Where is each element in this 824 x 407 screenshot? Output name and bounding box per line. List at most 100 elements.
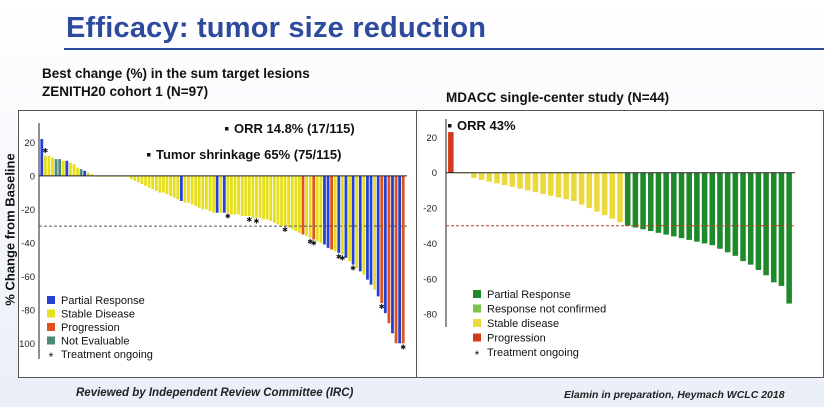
bar — [663, 172, 669, 235]
ongoing-marker: ✱ — [311, 239, 317, 247]
legend-label: Not Evaluable — [61, 336, 130, 348]
bar — [183, 175, 187, 203]
bar — [208, 175, 212, 212]
bar — [233, 175, 237, 215]
bar — [740, 172, 746, 262]
bar — [69, 162, 72, 176]
right-chart-panel: 20 0 -20 -40 -60 -80 ORR 43% Partial Response Re… — [416, 110, 824, 378]
legend-label: Response not confirmed — [487, 304, 606, 316]
bar — [215, 175, 219, 213]
annotation-bullet — [147, 153, 151, 157]
bar — [201, 175, 205, 210]
bar — [219, 175, 223, 213]
ongoing-marker: ✱ — [282, 226, 288, 234]
left-subtitle-line2: ZENITH20 cohort 1 (N=97) — [42, 84, 209, 99]
bar — [330, 175, 334, 250]
left-chart-panel: 200-20-40-60-80-100✱✱✱✱✱✱✱✱✱✱✱✱ORR 14.8%… — [16, 110, 418, 378]
bar — [251, 175, 255, 218]
ongoing-marker: ✱ — [400, 343, 406, 351]
bar — [262, 175, 266, 220]
bar — [387, 175, 391, 324]
bar — [290, 175, 294, 230]
bar — [771, 172, 777, 283]
bar — [76, 167, 79, 176]
bar — [244, 175, 248, 217]
ongoing-marker: ✱ — [254, 218, 260, 226]
bar — [563, 172, 569, 200]
bar — [86, 172, 90, 176]
bar — [47, 155, 51, 176]
legend-label: Progression — [487, 333, 546, 345]
y-tick-label: 0 — [30, 171, 35, 182]
footer-right: Elamin in preparation, Heymach WCLC 2018 — [564, 389, 785, 401]
bar — [532, 172, 539, 193]
bar — [609, 172, 616, 219]
legend-label: Stable Disease — [61, 309, 135, 321]
bar — [230, 175, 233, 215]
bar — [501, 172, 508, 186]
bar — [323, 175, 326, 245]
bar — [326, 175, 330, 248]
bar — [391, 175, 394, 334]
bar — [348, 175, 351, 262]
bar — [747, 172, 754, 265]
legend-swatch — [47, 309, 55, 318]
legend-label: Partial Response — [487, 289, 571, 301]
bar — [165, 175, 169, 195]
bar — [276, 175, 280, 225]
left-subtitle-line1: Best change (%) in the sum target lesion… — [42, 66, 310, 81]
bar — [287, 175, 291, 228]
bar — [212, 175, 215, 213]
legend-marker: * — [49, 350, 54, 364]
bar — [594, 172, 600, 212]
bar — [140, 175, 144, 185]
bar — [194, 175, 198, 207]
bar — [709, 172, 716, 246]
bar — [169, 175, 173, 196]
ongoing-marker: ✱ — [42, 147, 48, 155]
y-tick-label: -40 — [423, 239, 437, 250]
bar — [319, 175, 323, 243]
bar — [632, 172, 639, 228]
bar — [172, 175, 176, 198]
legend-swatch — [47, 296, 55, 304]
bar — [351, 175, 355, 265]
bar — [154, 175, 158, 191]
bar — [701, 172, 708, 244]
legend-marker: * — [475, 348, 480, 362]
bar — [724, 172, 731, 253]
bar — [205, 175, 208, 210]
bar — [226, 175, 230, 213]
legend-swatch — [473, 333, 481, 342]
left-chart: 200-20-40-60-80-100✱✱✱✱✱✱✱✱✱✱✱✱ORR 14.8%… — [16, 121, 407, 364]
slide-title: Efficacy: tumor size reduction — [66, 12, 487, 44]
bar — [671, 172, 677, 237]
legend-swatch — [47, 323, 55, 331]
legend-label: Partial Response — [61, 295, 145, 307]
bar — [517, 172, 523, 189]
bar — [548, 172, 554, 196]
bar — [312, 175, 316, 240]
bar — [640, 172, 646, 230]
bar — [755, 172, 762, 270]
bar — [298, 175, 301, 233]
bar — [308, 175, 312, 238]
bar — [158, 175, 162, 193]
bar — [83, 170, 87, 176]
bar — [358, 175, 362, 272]
ongoing-marker: ✱ — [336, 253, 342, 261]
bar — [222, 175, 226, 213]
bar — [54, 159, 58, 176]
annotation-bullet — [225, 127, 229, 131]
bar — [617, 172, 623, 223]
left-y-axis-label: % Change from Baseline — [2, 153, 18, 306]
bar — [40, 139, 44, 176]
bar — [240, 175, 244, 217]
footer-left: Reviewed by Independent Review Committee… — [76, 387, 354, 399]
bar — [383, 175, 387, 314]
y-tick-label: -20 — [423, 204, 437, 215]
legend-label: Treatment ongoing — [61, 349, 153, 361]
bar — [137, 175, 140, 183]
bar — [176, 175, 180, 200]
bar — [694, 172, 700, 242]
